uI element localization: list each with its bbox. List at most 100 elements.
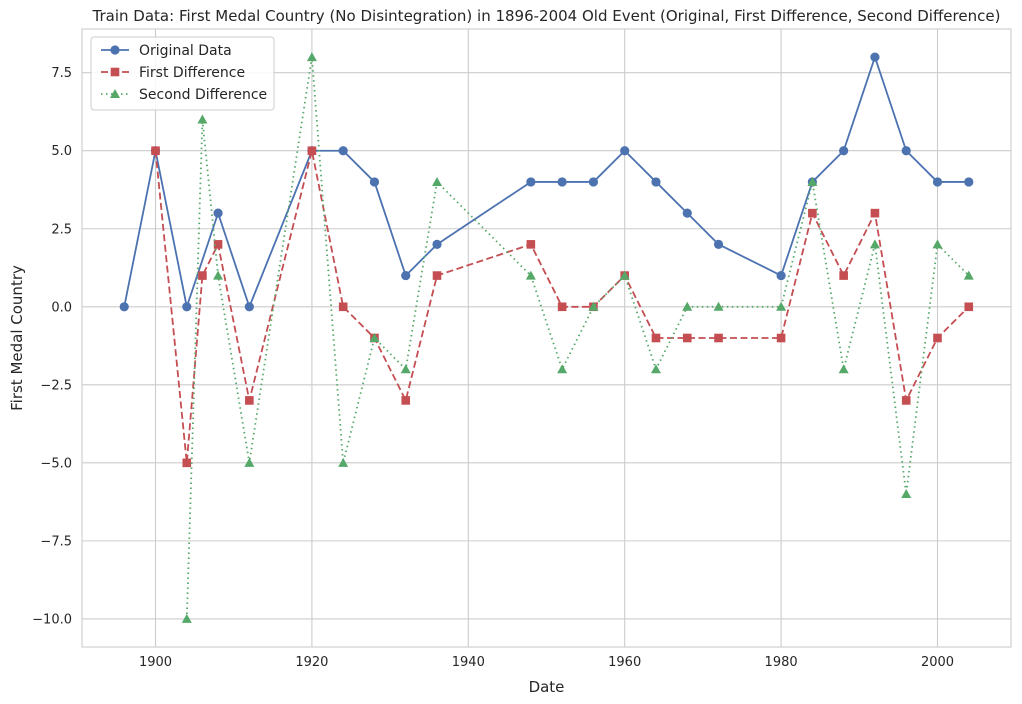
data-point (650, 364, 661, 374)
series-line (154, 149, 970, 464)
data-point (338, 457, 349, 467)
legend-box (90, 36, 275, 111)
data-point (197, 114, 208, 124)
data-point (901, 396, 911, 405)
data-point (964, 177, 974, 187)
data-point (870, 52, 880, 62)
data-point (182, 302, 192, 312)
legend-label: First Difference (139, 65, 245, 81)
chart-title: Train Data: First Medal Country (No Disi… (92, 7, 1001, 25)
data-point (933, 333, 942, 343)
y-tick-label: −5.0 (40, 456, 72, 471)
data-point (307, 146, 317, 156)
series-layer (119, 52, 974, 623)
data-point (651, 177, 661, 187)
data-point (808, 208, 817, 218)
x-tick-label: 1900 (139, 655, 172, 670)
data-point (839, 146, 849, 156)
y-axis-title: First Medal Country (8, 265, 26, 411)
data-point (901, 489, 912, 499)
data-point (244, 302, 254, 312)
grid (82, 29, 1011, 647)
data-point (963, 270, 974, 280)
y-tick-label: −2.5 (40, 378, 72, 393)
data-point (776, 270, 786, 281)
data-point (557, 177, 567, 187)
series-second-difference (181, 52, 974, 623)
legend: Original Data First Difference Second Diff… (90, 36, 275, 111)
data-point (619, 270, 630, 280)
data-point (369, 177, 380, 187)
y-tick-label: 7.5 (51, 66, 72, 81)
data-point (776, 333, 786, 343)
y-tick-label: −7.5 (40, 534, 72, 549)
data-point (401, 396, 411, 405)
data-point (432, 176, 443, 186)
legend-label: Original Data (139, 43, 232, 59)
data-point (244, 457, 255, 467)
data-point (432, 239, 442, 249)
x-axis-title: Date (529, 678, 565, 696)
data-point (182, 458, 192, 468)
legend-swatch-marker (110, 45, 120, 55)
data-point (776, 301, 787, 311)
x-tick-label: 2000 (921, 655, 954, 670)
data-point (651, 333, 661, 343)
data-point (213, 270, 224, 280)
data-point (807, 176, 818, 186)
series-line (123, 56, 969, 308)
x-tick-label: 1920 (295, 655, 328, 670)
data-point (369, 333, 380, 342)
data-point (400, 364, 411, 374)
data-point (901, 146, 911, 156)
data-point (338, 302, 348, 312)
data-point (525, 270, 536, 280)
y-tick-label: 0.0 (51, 300, 72, 315)
data-point (620, 146, 630, 156)
y-tick-label: −10.0 (32, 612, 72, 627)
data-point (213, 208, 223, 218)
y-tick-label: 5.0 (51, 144, 72, 159)
data-point (932, 177, 943, 187)
data-point (557, 364, 568, 374)
data-point (557, 302, 567, 312)
data-point (838, 364, 849, 374)
data-point (119, 302, 129, 312)
data-point (870, 208, 880, 218)
data-point (213, 240, 223, 249)
series-line (185, 56, 970, 619)
x-tick-label: 1940 (452, 655, 485, 670)
legend-swatch-marker (110, 67, 120, 77)
data-point (964, 302, 974, 312)
data-point (526, 240, 536, 249)
data-point (932, 239, 943, 249)
data-point (839, 271, 848, 280)
data-point (526, 177, 536, 187)
x-tick-label: 1980 (765, 655, 798, 670)
plot-frame (81, 28, 1012, 648)
data-point (869, 239, 880, 249)
data-point (682, 301, 693, 311)
legend-swatch-marker (110, 89, 120, 98)
data-point (306, 52, 317, 62)
data-point (713, 301, 724, 311)
data-point (432, 271, 442, 280)
data-point (245, 396, 254, 405)
data-point (338, 146, 348, 156)
data-point (588, 177, 599, 187)
data-point (713, 239, 724, 249)
data-point (682, 208, 692, 218)
data-point (588, 301, 599, 311)
y-tick-label: 2.5 (51, 222, 72, 237)
data-point (181, 613, 192, 623)
data-point (682, 333, 692, 343)
x-tick-label: 1960 (608, 655, 641, 670)
data-point (714, 333, 723, 343)
data-point (151, 146, 160, 156)
legend-label: Second Difference (139, 87, 267, 103)
tick-labels: 1900 1920 1940 1960 1980 2000 −10.0 −7.5 −5.0 −2.… (32, 66, 954, 670)
data-point (401, 270, 411, 281)
data-point (198, 271, 207, 280)
